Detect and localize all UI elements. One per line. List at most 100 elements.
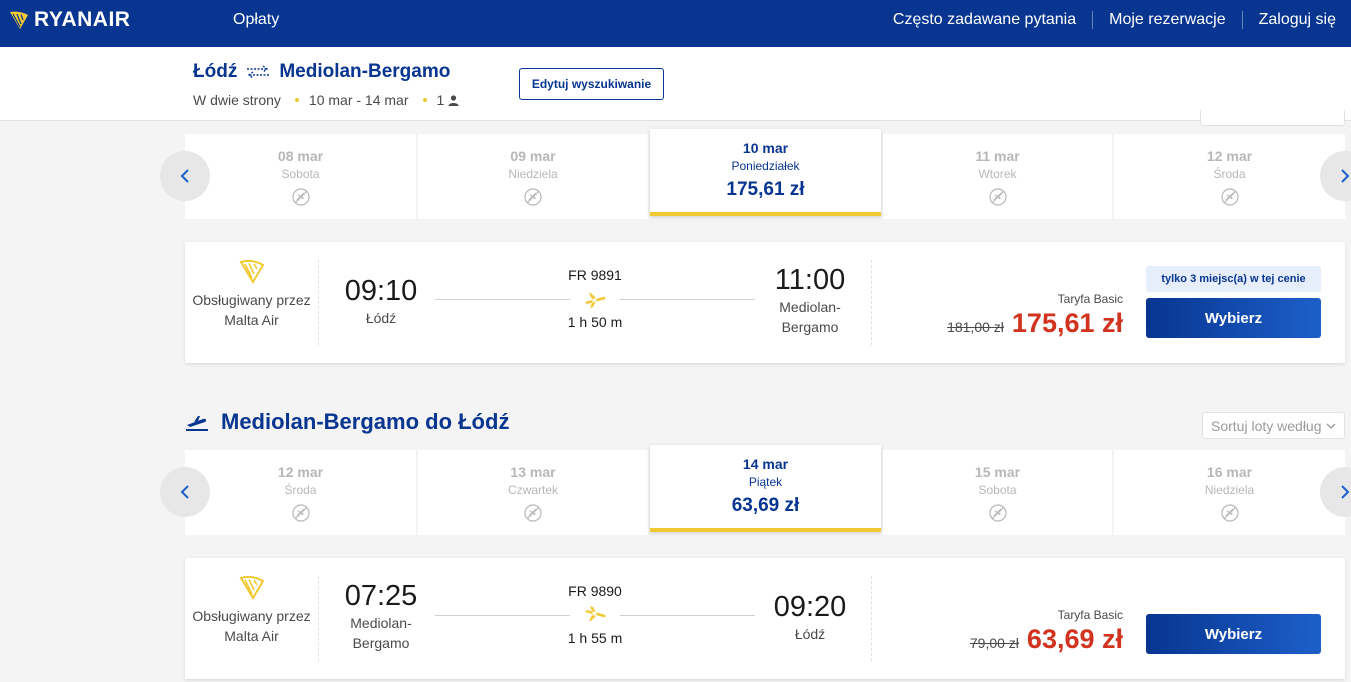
departure-city: Łódź [365, 310, 397, 326]
flight-duration: 1 h 55 m [567, 630, 623, 646]
select-flight-button[interactable]: Wybierz [1146, 298, 1321, 338]
departure-info: 07:25 Mediolan-Bergamo [320, 580, 442, 653]
passenger-count-value: 1 [436, 92, 445, 108]
no-flight-icon [291, 188, 310, 206]
inbound-flight-card[interactable]: Obsługiwany przez Malta Air 07:25 Mediol… [185, 558, 1345, 679]
separator-dot [294, 98, 299, 102]
departure-time: 09:10 [344, 275, 418, 307]
select-flight-button[interactable]: Wybierz [1146, 614, 1321, 654]
date-option-selected[interactable]: 14 mar Piątek 63,69 zł [650, 445, 881, 532]
chevron-down-icon [1326, 423, 1335, 429]
route-line-left [435, 615, 570, 616]
route-line-right [620, 615, 755, 616]
inbound-date-carousel: 12 mar Środa 13 mar Czwartek 14 mar Piąt… [160, 445, 1351, 535]
arrival-info: 11:00 Mediolan-Bergamo [750, 264, 870, 337]
weekday-label: Czwartek [507, 483, 558, 497]
trip-summary-header: Łódź Mediolan-Bergamo W dwie strony 10 m… [0, 47, 1351, 121]
date-option[interactable]: 13 mar Czwartek [418, 450, 648, 535]
arrival-city: Łódź [794, 626, 826, 642]
flight-number: FR 9891 [568, 267, 622, 283]
outbound-flight-card[interactable]: Obsługiwany przez Malta Air 09:10 Łódź F… [185, 242, 1345, 363]
date-option[interactable]: 16 mar Niedziela [1114, 450, 1345, 535]
no-flight-icon [1220, 188, 1239, 206]
person-icon [448, 94, 459, 106]
no-flight-icon [1220, 504, 1239, 522]
divider [871, 576, 872, 661]
harp-logo-icon [10, 11, 28, 29]
edit-search-button[interactable]: Edytuj wyszukiwanie [519, 68, 664, 100]
weekday-label: Piątek [748, 475, 783, 489]
destination-city: Mediolan-Bergamo [279, 61, 451, 82]
chevron-right-icon [1341, 485, 1350, 499]
sort-flights-dropdown[interactable]: Sortuj loty według [1202, 412, 1345, 439]
arrival-info: 09:20 Łódź [750, 591, 870, 644]
date-option[interactable]: 09 mar Niedziela [418, 134, 648, 219]
no-flight-icon [291, 504, 310, 522]
chevron-left-icon [180, 485, 189, 499]
discounted-price: 175,61 zł [1011, 308, 1123, 338]
arrival-time: 09:20 [773, 591, 847, 623]
operator-label: Obsługiwany przez Malta Air [192, 608, 311, 644]
inbound-section-title: Mediolan-Bergamo do Łódź [185, 409, 509, 435]
trip-type: W dwie strony [193, 92, 281, 108]
original-price: 79,00 zł [969, 635, 1019, 651]
date-option[interactable]: 12 mar Środa [1114, 134, 1345, 219]
trip-details: W dwie strony 10 mar - 14 mar 1 [193, 92, 459, 108]
date-option[interactable]: 15 mar Sobota [883, 450, 1112, 535]
weekday-label: Niedziela [1204, 483, 1255, 497]
fare-name: Taryfa Basic [1057, 608, 1123, 622]
date-label: 16 mar [1206, 464, 1253, 480]
operator-info: Obsługiwany przez Malta Air [185, 258, 318, 330]
nav-faq-link[interactable]: Często zadawane pytania [892, 11, 1077, 28]
date-label: 08 mar [277, 148, 324, 164]
date-option[interactable]: 08 mar Sobota [185, 134, 416, 219]
plane-icon [585, 293, 606, 308]
divider [318, 576, 319, 661]
brand-name: RYANAIR [34, 8, 131, 31]
discounted-price: 63,69 zł [1026, 624, 1123, 654]
separator-dot [422, 98, 427, 102]
weekday-label: Sobota [281, 167, 320, 181]
sort-label: Sortuj loty według [1211, 417, 1322, 434]
seats-left-badge: tylko 3 miejsc(a) w tej cenie [1146, 266, 1321, 292]
harp-logo-icon [238, 260, 264, 284]
nav-bookings-link[interactable]: Moje rezerwacje [1109, 11, 1226, 28]
departure-info: 09:10 Łódź [320, 275, 442, 328]
ryanair-logo[interactable]: RYANAIR [8, 8, 130, 32]
departure-city: Mediolan-Bergamo [350, 615, 412, 651]
date-label: 10 mar [742, 140, 789, 156]
arrival-city: Mediolan-Bergamo [779, 299, 841, 335]
sort-dropdown-outbound[interactable] [1200, 110, 1345, 126]
chevron-left-icon [180, 169, 189, 183]
operator-info: Obsługiwany przez Malta Air [185, 574, 318, 646]
date-option[interactable]: 12 mar Środa [185, 450, 416, 535]
weekday-label: Środa [284, 483, 317, 497]
date-label: 13 mar [510, 464, 556, 480]
flight-route-info: FR 9890 1 h 55 m [435, 583, 755, 646]
chevron-right-icon [1341, 169, 1350, 183]
date-label: 11 mar [975, 148, 1020, 164]
nav-login-link[interactable]: Zaloguj się [1258, 11, 1336, 28]
carousel-prev-button[interactable] [160, 151, 210, 201]
carousel-prev-button[interactable] [160, 467, 210, 517]
top-navigation: RYANAIR Opłaty Często zadawane pytania M… [0, 0, 1351, 47]
inbound-route-title: Mediolan-Bergamo do Łódź [221, 409, 510, 434]
fare-info: Taryfa Basic 181,00 zł 175,61 zł [947, 292, 1123, 339]
nav-divider [1241, 11, 1243, 29]
origin-city: Łódź [193, 61, 238, 82]
operator-label: Obsługiwany przez Malta Air [192, 292, 311, 328]
date-option[interactable]: 11 mar Wtorek [883, 134, 1112, 219]
route-title: Łódź Mediolan-Bergamo [193, 61, 450, 83]
date-price: 175,61 zł [726, 179, 805, 200]
nav-right: Często zadawane pytania Moje rezerwacje … [893, 11, 1336, 29]
departing-plane-icon [186, 416, 208, 431]
date-price: 63,69 zł [731, 495, 800, 516]
flight-route-info: FR 9891 1 h 50 m [435, 267, 755, 330]
route-line [435, 288, 755, 312]
weekday-label: Niedziela [508, 167, 558, 181]
date-option-selected[interactable]: 10 mar Poniedziałek 175,61 zł [650, 129, 881, 216]
no-flight-icon [988, 504, 1007, 522]
nav-fees-link[interactable]: Opłaty [233, 11, 280, 28]
divider [318, 260, 319, 345]
flight-number: FR 9890 [568, 583, 622, 599]
